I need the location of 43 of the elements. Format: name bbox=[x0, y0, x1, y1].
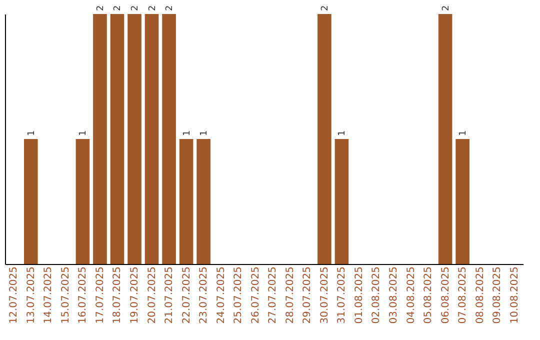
x-tick-label: 26.07.2025 bbox=[250, 266, 262, 324]
data-label: 2 bbox=[441, 5, 452, 11]
x-tick-label: 22.07.2025 bbox=[181, 266, 192, 324]
x-tick-label: 06.08.2025 bbox=[440, 266, 452, 324]
data-label: 2 bbox=[320, 5, 330, 11]
x-tick-label: 27.07.2025 bbox=[268, 266, 279, 324]
data-label: 1 bbox=[182, 130, 192, 136]
x-tick-label: 31.07.2025 bbox=[336, 266, 348, 324]
x-tick-label: 23.07.2025 bbox=[198, 266, 210, 324]
x-tick-label: 13.07.2025 bbox=[26, 266, 37, 324]
x-tick-label: 25.07.2025 bbox=[233, 266, 244, 324]
data-label: 1 bbox=[78, 130, 89, 136]
x-tick-label: 02.08.2025 bbox=[371, 266, 382, 324]
x-tick-label: 29.07.2025 bbox=[302, 266, 314, 324]
data-label: 2 bbox=[96, 5, 106, 11]
x-tick-label: 12.07.2025 bbox=[8, 266, 20, 324]
x-tick-label: 08.08.2025 bbox=[474, 266, 486, 324]
x-tick-label: 04.08.2025 bbox=[406, 266, 417, 324]
x-tick-label: 16.07.2025 bbox=[78, 266, 89, 324]
x-tick-label: 28.07.2025 bbox=[284, 266, 296, 324]
x-tick-label: 19.07.2025 bbox=[130, 266, 140, 324]
x-tick-label: 21.07.2025 bbox=[164, 266, 176, 324]
data-label: 1 bbox=[200, 130, 210, 136]
x-tick-label: 20.07.2025 bbox=[146, 266, 158, 324]
x-tick-label: 30.07.2025 bbox=[319, 266, 330, 324]
x-tick-label: 09.08.2025 bbox=[492, 266, 504, 324]
data-label: 1 bbox=[26, 130, 37, 136]
data-label: 2 bbox=[165, 5, 176, 11]
x-tick-label: 01.08.2025 bbox=[354, 266, 365, 324]
data-label: 1 bbox=[338, 130, 348, 136]
data-label: 2 bbox=[148, 5, 158, 11]
x-tick-label: 17.07.2025 bbox=[94, 266, 106, 324]
x-tick-label: 05.08.2025 bbox=[423, 266, 434, 324]
x-tick-label: 14.07.2025 bbox=[43, 266, 54, 324]
x-tick-label: 15.07.2025 bbox=[60, 266, 72, 324]
x-tick-label: 07.08.2025 bbox=[458, 266, 469, 324]
data-label: 1 bbox=[458, 130, 469, 136]
x-tick-label: 24.07.2025 bbox=[216, 266, 227, 324]
x-tick-label: 18.07.2025 bbox=[112, 266, 124, 324]
data-label: 2 bbox=[130, 5, 140, 11]
data-label: 2 bbox=[113, 5, 124, 11]
x-tick-label: 03.08.2025 bbox=[388, 266, 400, 324]
x-tick-label: 10.08.2025 bbox=[509, 266, 520, 324]
